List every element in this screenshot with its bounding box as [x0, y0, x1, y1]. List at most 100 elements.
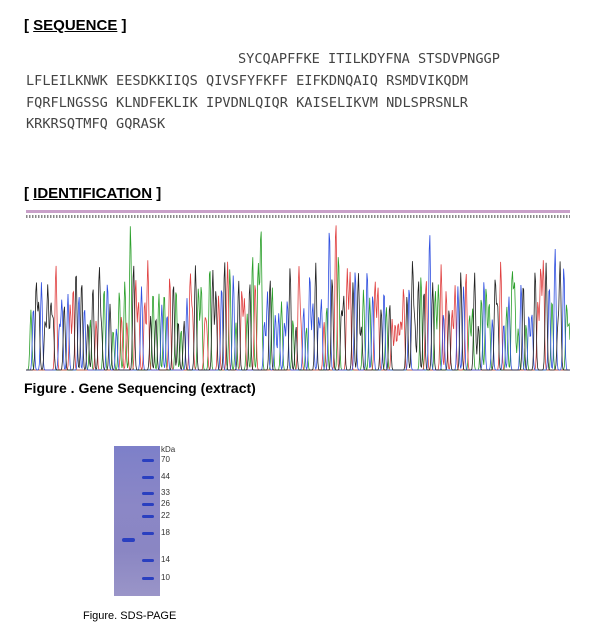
base-call — [206, 215, 208, 218]
base-call — [548, 215, 550, 218]
base-call — [500, 215, 502, 218]
base-call — [203, 215, 205, 218]
bracket: ] — [121, 17, 127, 34]
base-call — [359, 215, 361, 218]
base-call — [551, 215, 553, 218]
base-call — [338, 215, 340, 218]
base-call — [371, 215, 373, 218]
base-call — [368, 215, 370, 218]
base-call — [257, 215, 259, 218]
base-call — [224, 215, 226, 218]
base-call — [179, 215, 181, 218]
base-call — [506, 215, 508, 218]
bracket: [ — [24, 17, 29, 34]
base-call — [53, 215, 55, 218]
base-call — [188, 215, 190, 218]
ladder-band — [142, 559, 154, 562]
base-call — [254, 215, 256, 218]
base-call — [233, 215, 235, 218]
base-call — [446, 215, 448, 218]
base-call — [374, 215, 376, 218]
gel-image — [114, 446, 160, 596]
base-call — [119, 215, 121, 218]
marker-label: 44 — [161, 472, 170, 481]
base-call — [287, 215, 289, 218]
base-call — [503, 215, 505, 218]
base-call — [413, 215, 415, 218]
base-call — [347, 215, 349, 218]
marker-label: 14 — [161, 555, 170, 564]
figure-caption: Figure. SDS-PAGE — [83, 610, 177, 622]
base-call — [212, 215, 214, 218]
base-call — [164, 215, 166, 218]
base-call — [269, 215, 271, 218]
base-call — [29, 215, 31, 218]
ladder-band — [142, 476, 154, 479]
identification-heading: [ IDENTIFICATION ] — [24, 185, 161, 202]
base-call — [443, 215, 445, 218]
base-call — [362, 215, 364, 218]
base-call — [38, 215, 40, 218]
base-call — [458, 215, 460, 218]
base-call — [209, 215, 211, 218]
base-call — [509, 215, 511, 218]
sequence-line: SYCQAPFFKE ITILKDYFNA STSDVPNGGP — [238, 51, 500, 67]
base-call — [161, 215, 163, 218]
base-call — [107, 215, 109, 218]
base-call — [152, 215, 154, 218]
base-call — [386, 215, 388, 218]
base-call — [470, 215, 472, 218]
base-call — [296, 215, 298, 218]
base-call — [473, 215, 475, 218]
base-call — [524, 215, 526, 218]
base-call — [83, 215, 85, 218]
base-call — [326, 215, 328, 218]
trace — [26, 225, 570, 371]
base-call — [242, 215, 244, 218]
base-call — [101, 215, 103, 218]
base-call — [80, 215, 82, 218]
base-call — [350, 215, 352, 218]
base-call — [194, 215, 196, 218]
base-call — [521, 215, 523, 218]
base-call — [320, 215, 322, 218]
base-call — [266, 215, 268, 218]
base-call — [464, 215, 466, 218]
base-call — [50, 215, 52, 218]
base-call — [305, 215, 307, 218]
sample-band — [122, 538, 135, 542]
base-call — [59, 215, 61, 218]
base-call — [113, 215, 115, 218]
base-call — [449, 215, 451, 218]
base-call — [128, 215, 130, 218]
base-call — [440, 215, 442, 218]
base-call — [56, 215, 58, 218]
marker-label: 26 — [161, 499, 170, 508]
base-call — [95, 215, 97, 218]
base-call — [185, 215, 187, 218]
trace — [26, 261, 570, 371]
base-call — [479, 215, 481, 218]
base-call — [398, 215, 400, 218]
base-call — [377, 215, 379, 218]
base-call — [215, 215, 217, 218]
heading-text: SEQUENCE — [33, 17, 118, 34]
base-call — [41, 215, 43, 218]
base-call — [422, 215, 424, 218]
base-call — [542, 215, 544, 218]
base-call — [281, 215, 283, 218]
base-call — [260, 215, 262, 218]
base-call — [545, 215, 547, 218]
base-call — [191, 215, 193, 218]
base-call — [251, 215, 253, 218]
base-call — [467, 215, 469, 218]
base-call — [32, 215, 34, 218]
base-call — [392, 215, 394, 218]
base-call — [491, 215, 493, 218]
base-call — [569, 215, 570, 218]
sequence-line: LFLEILKNWK EESDKKIIQS QIVSFYFKFF EIFKDNQ… — [26, 72, 468, 89]
base-call — [299, 215, 301, 218]
base-call — [71, 215, 73, 218]
base-call — [110, 215, 112, 218]
